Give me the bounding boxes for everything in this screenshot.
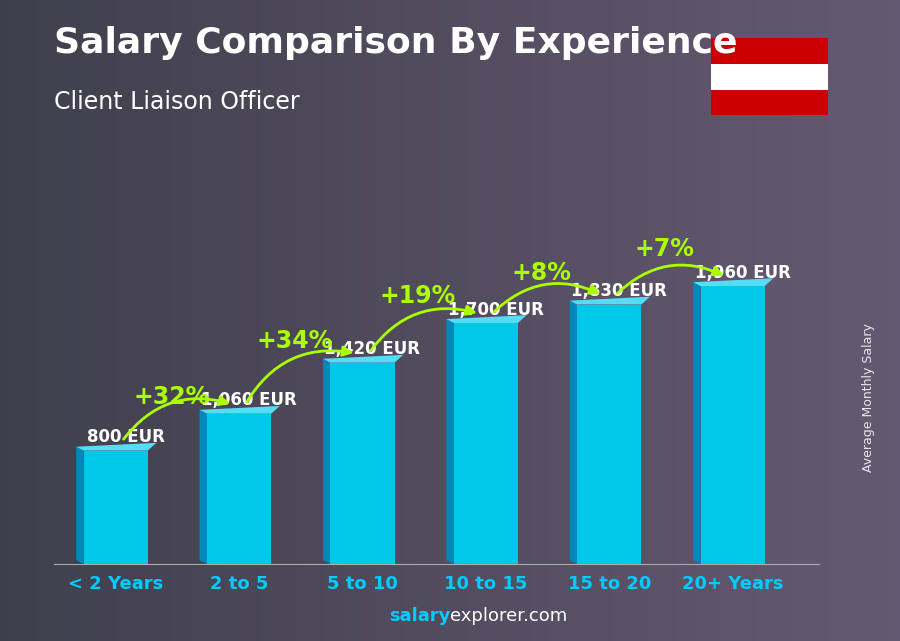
Polygon shape — [200, 410, 207, 564]
Polygon shape — [330, 363, 394, 564]
Text: +32%: +32% — [133, 385, 210, 409]
Bar — [711, 64, 828, 90]
Polygon shape — [84, 451, 148, 564]
Text: Client Liaison Officer: Client Liaison Officer — [54, 90, 300, 113]
Polygon shape — [207, 413, 271, 564]
Text: +34%: +34% — [256, 329, 333, 353]
Polygon shape — [570, 297, 650, 304]
Text: Salary Comparison By Experience: Salary Comparison By Experience — [54, 26, 737, 60]
Text: 1,060 EUR: 1,060 EUR — [201, 392, 297, 410]
Text: +7%: +7% — [634, 237, 695, 261]
Polygon shape — [693, 282, 700, 564]
Polygon shape — [323, 359, 330, 564]
Polygon shape — [454, 323, 518, 564]
Polygon shape — [700, 286, 765, 564]
Bar — [711, 90, 828, 115]
Text: +19%: +19% — [380, 284, 456, 308]
Text: explorer.com: explorer.com — [450, 607, 567, 625]
Text: 1,830 EUR: 1,830 EUR — [572, 282, 667, 300]
Text: 1,420 EUR: 1,420 EUR — [324, 340, 420, 358]
Polygon shape — [446, 319, 454, 564]
Text: Average Monthly Salary: Average Monthly Salary — [862, 323, 875, 472]
Polygon shape — [693, 278, 773, 286]
Polygon shape — [570, 301, 577, 564]
Text: 1,960 EUR: 1,960 EUR — [695, 264, 790, 282]
Polygon shape — [200, 406, 280, 413]
Text: +8%: +8% — [511, 261, 572, 285]
Polygon shape — [76, 447, 84, 564]
Polygon shape — [446, 315, 526, 323]
Text: salary: salary — [389, 607, 450, 625]
Text: 1,700 EUR: 1,700 EUR — [448, 301, 544, 319]
Text: 800 EUR: 800 EUR — [86, 428, 165, 446]
Polygon shape — [323, 355, 403, 363]
Polygon shape — [577, 304, 642, 564]
Polygon shape — [76, 443, 157, 451]
Bar — [711, 38, 828, 64]
